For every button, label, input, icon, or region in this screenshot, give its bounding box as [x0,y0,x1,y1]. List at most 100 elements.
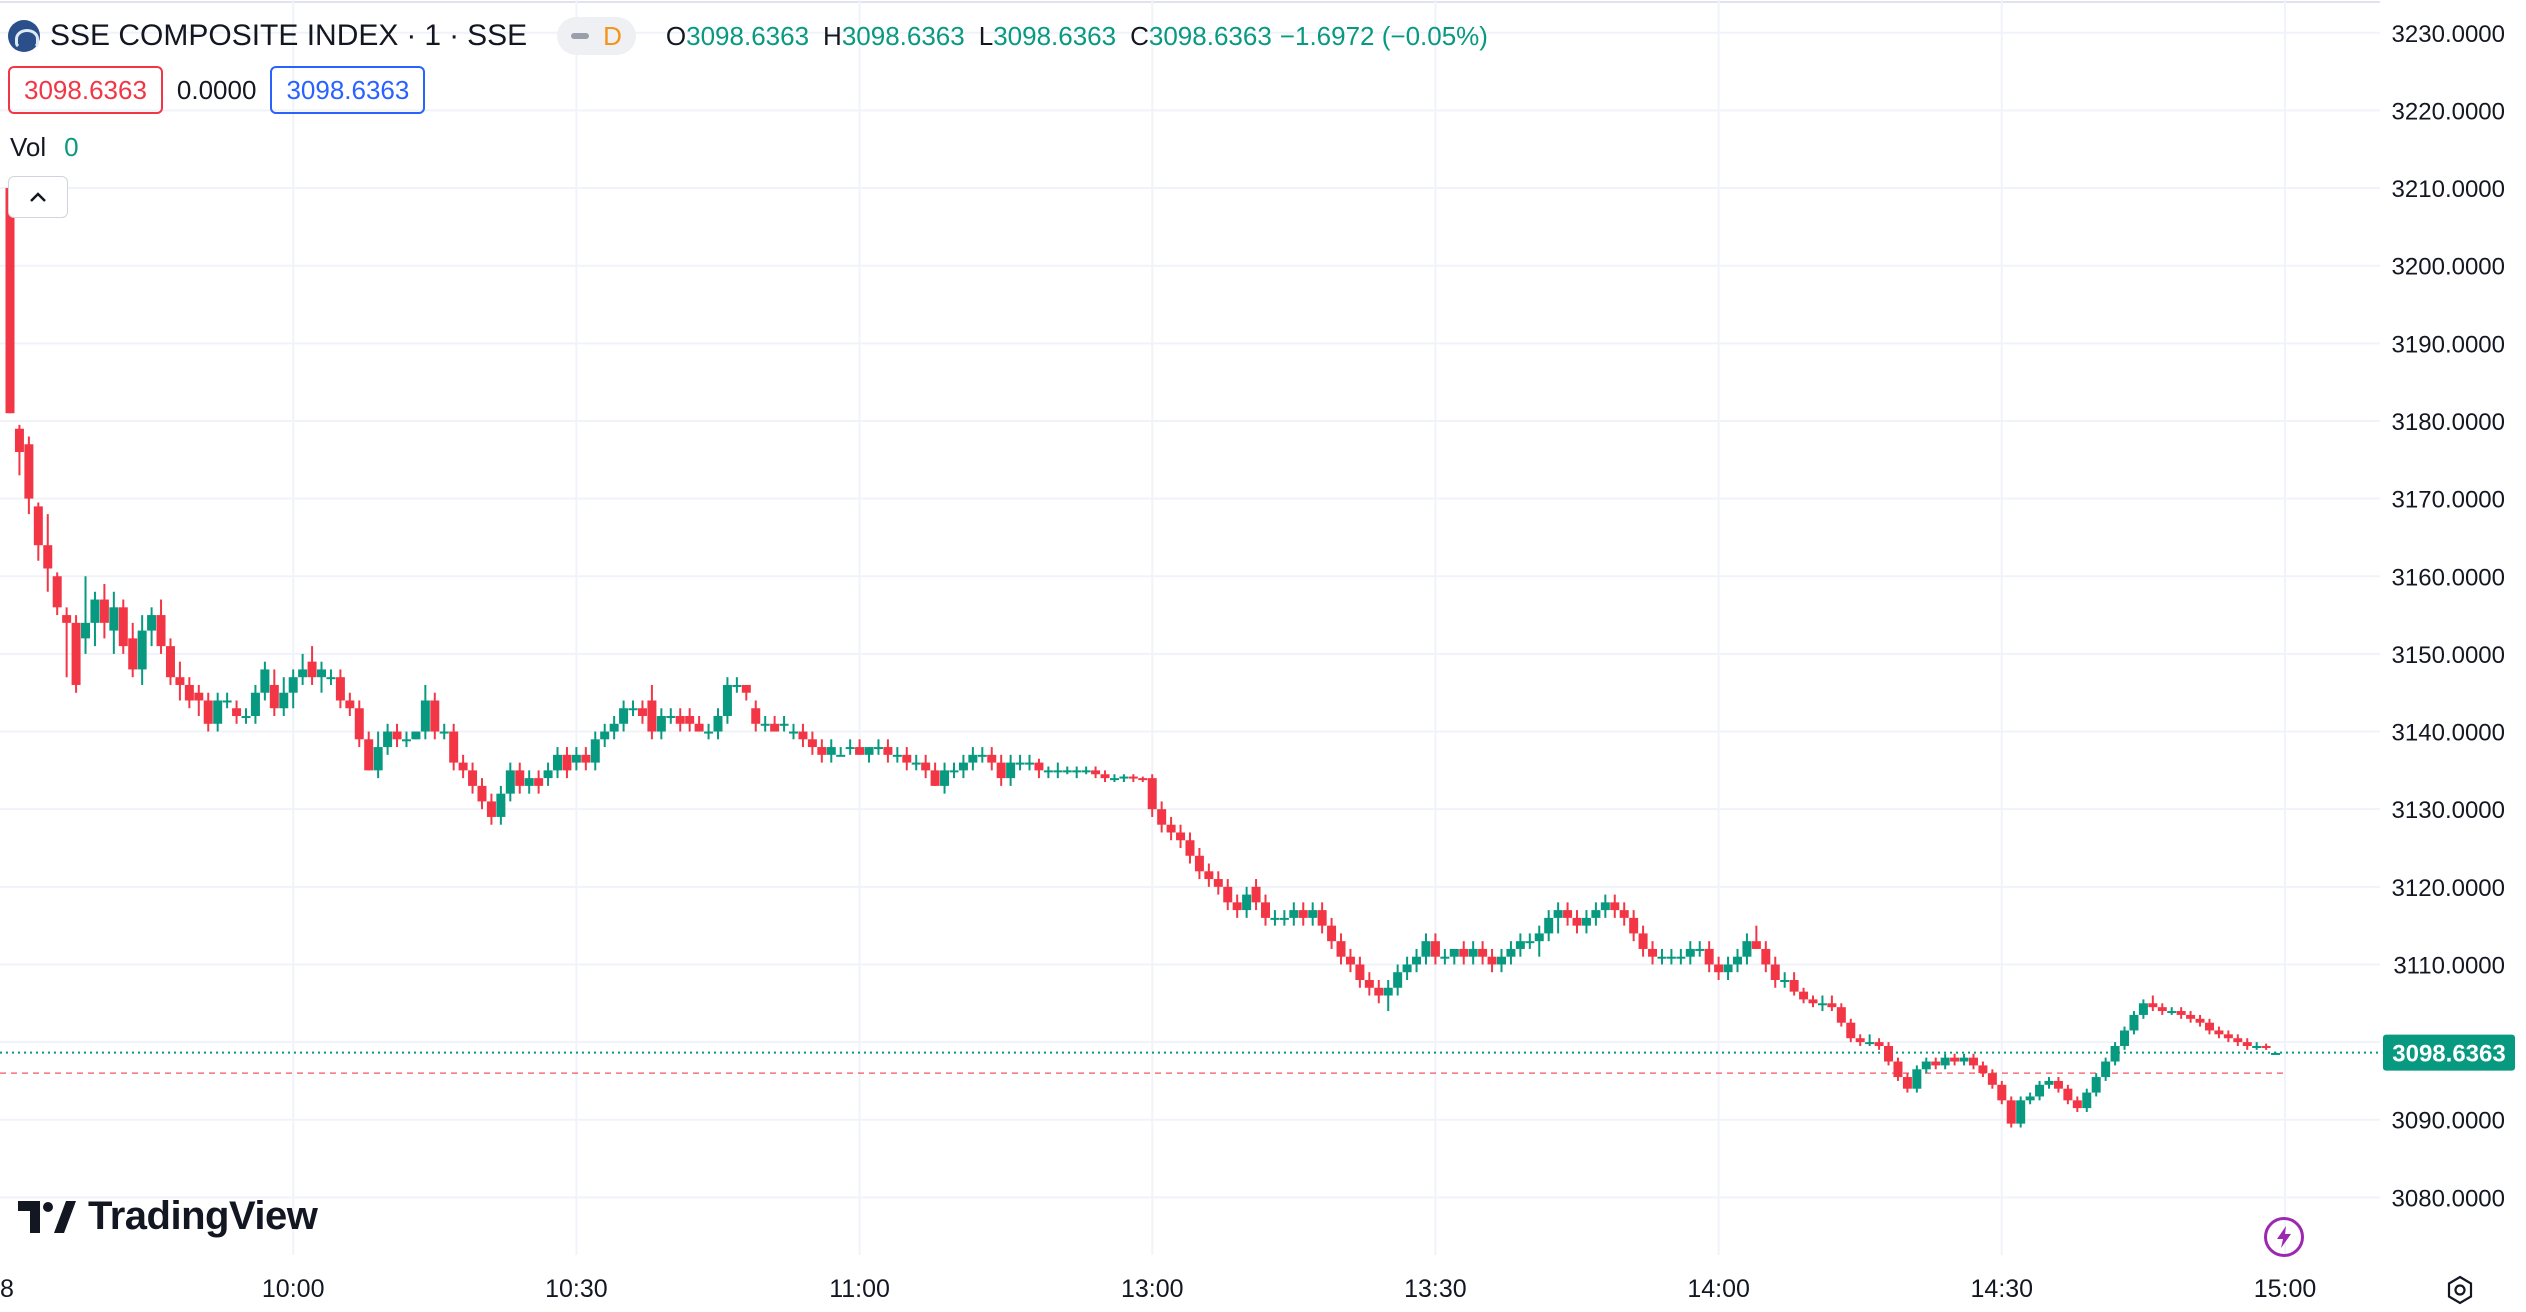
candle [571,747,581,771]
candle-body [232,708,242,717]
candle [2091,1073,2101,1097]
candle-body [203,700,213,724]
candle [1874,1038,1884,1050]
candle [1289,902,1299,926]
candle-body [2233,1038,2243,1043]
candle [949,762,959,779]
candle-body [1506,948,1516,957]
candle [62,607,72,678]
candle [1591,902,1601,926]
candle-body [1232,902,1242,911]
exchange-label[interactable]: SSE [467,19,528,52]
candle-body [2261,1045,2271,1048]
candle-body [996,762,1006,779]
candle [401,731,411,748]
candle [694,716,704,732]
candle-body [2176,1011,2186,1015]
candle [1157,801,1167,833]
candle-body [1997,1084,2007,1101]
candle [430,692,440,740]
candle-body [1185,840,1195,856]
price-tick-label: 3150.0000 [2392,642,2505,669]
candle-body [1176,832,1186,841]
candle-body [675,716,685,724]
candle [732,677,742,693]
candle-body [1572,917,1582,926]
candle [1789,972,1799,996]
candle-body [1553,910,1563,918]
candle [930,762,940,786]
candle-body [2082,1092,2092,1109]
candle-body [1544,917,1554,934]
candle [2044,1077,2054,1089]
time-tick-label: 14:30 [1971,1275,2034,1303]
candle [1950,1053,1960,1066]
candle-body [1638,933,1648,949]
data-mode-pill[interactable]: D [557,17,636,55]
candle-body [855,747,865,755]
candle [260,661,270,701]
candle [987,747,997,771]
candle-body [128,638,138,670]
chart-settings-button[interactable] [2440,1270,2480,1310]
candle [958,754,968,779]
time-tick-label: 8 [0,1275,14,1303]
candle-body [1874,1042,1884,1046]
candle-body [279,692,289,709]
candle [1629,910,1639,942]
candle-body [2138,1003,2148,1015]
candle-body [1402,964,1412,973]
candle [1704,941,1714,973]
candle [524,770,534,794]
time-axis[interactable]: 8 10:00 10:30 11:00 13:00 13:30 14:00 14:30 15:0… [0,1275,2316,1303]
price-tick-label: 3120.0000 [2392,875,2505,902]
candle-body [288,677,298,693]
candle [892,747,902,763]
spread-value: 0.0000 [176,74,257,105]
interval-label[interactable]: 1 [424,19,442,52]
sse-logo-icon [8,20,40,52]
candle [2053,1077,2063,1093]
candle-body [1648,948,1658,957]
symbol-name[interactable]: SSE COMPOSITE INDEX [50,19,399,52]
candle-body [628,708,638,711]
candle-body [1213,879,1223,887]
bid-price-box[interactable]: 3098.6363 [8,66,163,114]
candle-body [1393,972,1403,988]
candle [1336,933,1346,965]
lightning-button[interactable] [2264,1217,2304,1257]
candle-body [2063,1088,2073,1101]
candle-body [458,762,468,771]
candle-body [411,731,421,740]
candle-body [1430,941,1440,957]
candle [911,754,921,771]
tradingview-logo[interactable]: TradingView [18,1194,318,1239]
candle-body [524,778,534,786]
candle-body [2148,1003,2158,1008]
candle-body [2110,1045,2120,1062]
candle-body [2025,1096,2035,1101]
candle-body [940,770,950,786]
candle [1355,956,1365,988]
ask-price-box[interactable]: 3098.6363 [270,66,426,114]
candle-body [1770,964,1780,980]
candle-body [1251,886,1261,903]
candle-body [383,731,393,748]
candle [1799,987,1809,1004]
candle [1213,871,1223,895]
candle-body [1157,809,1167,825]
price-axis[interactable]: 3230.0000 3220.0000 3210.0000 3200.0000 3190… [2383,21,2515,1213]
candle [1317,902,1327,934]
candle [741,684,751,701]
candle [2129,1011,2139,1035]
candle [553,747,563,779]
candle [1015,754,1025,771]
candle-body [2242,1042,2252,1046]
candle [364,731,374,771]
candle-body [33,506,43,546]
candle-body [1034,762,1044,771]
candle-body [1808,999,1818,1004]
candle [1714,956,1724,980]
collapse-legend-button[interactable] [8,176,68,218]
